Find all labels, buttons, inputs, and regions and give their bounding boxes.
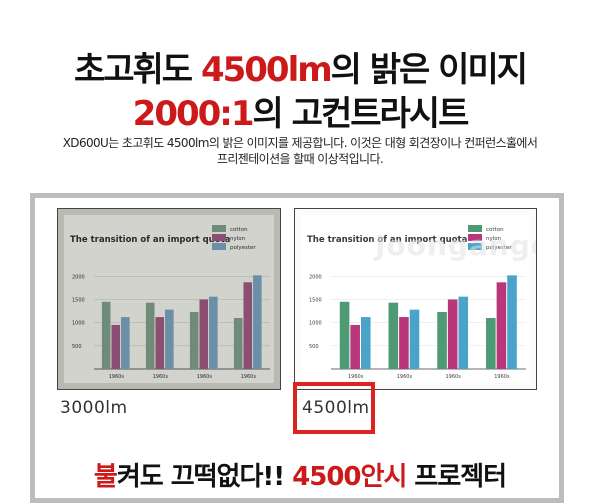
bar-cotton [233, 318, 243, 369]
y-tick-label: 1500 [72, 297, 85, 303]
projected-chart-dim: The transition of an import quota cotton n… [64, 215, 274, 383]
legend-label: nylon [230, 236, 246, 242]
bar-polyester [253, 275, 262, 369]
legend-label: cotton [230, 227, 248, 233]
watermark: Joongangdomain [375, 229, 536, 262]
projection-4500lm: The transition of an import quota cotton n… [294, 208, 537, 390]
y-tick-label: 1500 [309, 297, 322, 303]
headline-line-1: 초고휘도 4500lm의 밝은 이미지 [0, 42, 600, 91]
tagline-red-2: 4500안시 [292, 462, 407, 492]
bar-nylon [155, 317, 165, 369]
headline-lumen-highlight: 4500lm [200, 50, 333, 90]
x-tick-label: 1960s [153, 374, 169, 380]
x-tick-label: 1960s [445, 374, 461, 380]
bar-cotton [339, 301, 350, 369]
tagline-text-2: 프로젝터 [406, 462, 507, 492]
bar-polyester [165, 309, 174, 369]
headline-line-2: 2000:1의 고컨트라시트 [0, 86, 600, 135]
bar-polyester [409, 309, 420, 369]
headline-text: 의 고컨트라시트 [252, 94, 470, 134]
y-tick-label: 2000 [72, 274, 85, 280]
legend-swatch [468, 225, 482, 232]
headline-text-end: 의 밝은 이미지 [330, 50, 528, 90]
chart-title: The transition of an import quota [307, 235, 468, 245]
x-tick-label: 1960s [348, 374, 364, 380]
bar-cotton [388, 302, 399, 369]
legend-label: cotton [486, 227, 504, 233]
legend-swatch [212, 225, 226, 232]
projected-chart-bright: The transition of an import quota cotton n… [301, 215, 530, 383]
highlight-box [293, 382, 375, 434]
projection-3000lm: The transition of an import quota cotton n… [57, 208, 281, 390]
bar-cotton [486, 318, 496, 369]
legend-label: polyester [486, 245, 512, 251]
legend-swatch [468, 234, 482, 241]
bar-nylon [447, 299, 458, 369]
bar-polyester [209, 296, 218, 369]
bar-polyester [458, 296, 469, 369]
tagline-text-1: 켜도 끄떡없다!! [116, 462, 293, 492]
bar-polyester [360, 317, 371, 369]
headline-contrast-highlight: 2000:1 [132, 94, 255, 134]
bar-nylon [243, 282, 253, 369]
headline-text: 초고휘도 [73, 50, 201, 90]
tagline-red-1: 불 [93, 462, 118, 492]
bar-cotton [189, 311, 199, 369]
y-tick-label: 500 [309, 344, 319, 350]
description-line-2: 프리젠테이션을 할때 이상적입니다. [216, 152, 384, 166]
x-tick-label: 1960s [494, 374, 510, 380]
legend-swatch [212, 234, 226, 241]
bar-nylon [111, 324, 121, 369]
legend-label: polyester [230, 245, 256, 251]
x-tick-label: 1960s [397, 374, 413, 380]
bar-nylon [199, 299, 209, 369]
x-tick-label: 1960s [109, 374, 125, 380]
y-tick-label: 2000 [309, 274, 322, 280]
bar-nylon [399, 317, 409, 369]
y-tick-label: 500 [72, 344, 82, 350]
label-3000lm: 3000lm [60, 398, 128, 418]
bar-nylon [350, 324, 360, 369]
bar-cotton [437, 311, 447, 369]
legend-swatch [212, 243, 226, 250]
legend-swatch [468, 243, 482, 250]
bar-polyester [507, 275, 517, 369]
tagline: 불켜도 끄떡없다!! 4500안시 프로젝터 [0, 456, 600, 493]
bar-cotton [145, 302, 155, 369]
x-tick-label: 1960s [241, 374, 257, 380]
y-tick-label: 1000 [309, 321, 322, 327]
label-4500lm: 4500lm [302, 398, 370, 418]
x-tick-label: 1960s [197, 374, 213, 380]
description-line-1: XD600U는 초고휘도 4500lm의 밝은 이미지를 제공합니다. 이것은 … [62, 136, 538, 150]
bar-polyester [121, 317, 130, 369]
chart-title: The transition of an import quota [70, 235, 231, 245]
bar-nylon [496, 282, 507, 369]
legend-label: nylon [486, 236, 502, 242]
bar-cotton [101, 301, 111, 369]
y-tick-label: 1000 [72, 321, 85, 327]
